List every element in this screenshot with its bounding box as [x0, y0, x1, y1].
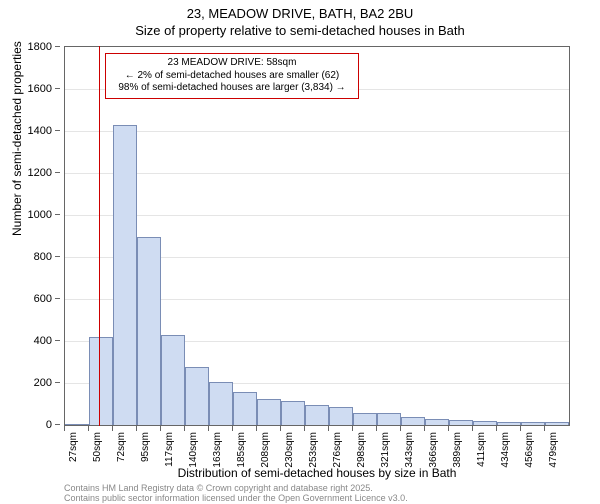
callout-line-3: 98% of semi-detached houses are larger (… [112, 82, 352, 95]
histogram-bar [449, 420, 473, 425]
callout-box: 23 MEADOW DRIVE: 58sqm ← 2% of semi-deta… [105, 53, 359, 99]
x-tick-mark [400, 426, 401, 431]
histogram-bar [185, 367, 209, 425]
x-tick-mark [136, 426, 137, 431]
x-tick-mark [376, 426, 377, 431]
histogram-bar [521, 422, 545, 425]
y-tick-mark [55, 172, 60, 173]
histogram-bar [233, 392, 257, 425]
histogram-bar [161, 335, 185, 425]
histogram-bar [281, 401, 305, 425]
footer-attribution: Contains HM Land Registry data © Crown c… [64, 484, 408, 504]
x-tick-mark [496, 426, 497, 431]
y-tick-label: 1000 [28, 209, 52, 221]
x-tick-mark [304, 426, 305, 431]
y-tick-label: 400 [34, 335, 52, 347]
x-tick-mark [424, 426, 425, 431]
histogram-bar [137, 237, 161, 425]
x-tick-mark [520, 426, 521, 431]
bars-layer [65, 47, 569, 425]
x-axis-ticks: 27sqm50sqm72sqm95sqm117sqm140sqm163sqm18… [64, 426, 570, 470]
histogram-bar [305, 405, 329, 425]
x-tick-mark [64, 426, 65, 431]
histogram-bar [209, 382, 233, 425]
x-tick-mark [472, 426, 473, 431]
chart-title-sub: Size of property relative to semi-detach… [0, 23, 600, 38]
y-tick-label: 1600 [28, 83, 52, 95]
callout-line-1: 23 MEADOW DRIVE: 58sqm [112, 57, 352, 70]
histogram-bar [89, 337, 113, 425]
histogram-bar [545, 422, 569, 425]
x-tick-mark [208, 426, 209, 431]
footer-line-2: Contains public sector information licen… [64, 494, 408, 504]
x-tick-mark [160, 426, 161, 431]
x-tick-mark [88, 426, 89, 431]
y-tick-label: 1400 [28, 125, 52, 137]
histogram-bar [257, 399, 281, 425]
y-tick-mark [55, 340, 60, 341]
y-tick-mark [55, 88, 60, 89]
x-tick-mark [448, 426, 449, 431]
histogram-bar [497, 422, 521, 425]
histogram-bar [113, 125, 137, 425]
y-tick-label: 1200 [28, 167, 52, 179]
chart-title-main: 23, MEADOW DRIVE, BATH, BA2 2BU [0, 6, 600, 21]
x-tick-mark [328, 426, 329, 431]
y-tick-mark [55, 382, 60, 383]
y-tick-mark [55, 298, 60, 299]
y-axis-ticks: 020040060080010001200140016001800 [0, 46, 60, 426]
histogram-bar [425, 419, 449, 425]
y-tick-label: 200 [34, 377, 52, 389]
y-tick-label: 800 [34, 251, 52, 263]
marker-line [99, 46, 100, 426]
histogram-bar [353, 413, 377, 425]
y-axis-label: Number of semi-detached properties [10, 41, 24, 236]
x-tick-mark [184, 426, 185, 431]
histogram-bar [65, 424, 89, 425]
x-axis-label: Distribution of semi-detached houses by … [64, 466, 570, 480]
x-tick-mark [280, 426, 281, 431]
histogram-bar [377, 413, 401, 425]
plot-area: 23 MEADOW DRIVE: 58sqm ← 2% of semi-deta… [64, 46, 570, 426]
callout-line-2: ← 2% of semi-detached houses are smaller… [112, 70, 352, 83]
y-tick-mark [55, 256, 60, 257]
histogram-bar [329, 407, 353, 425]
y-tick-label: 600 [34, 293, 52, 305]
x-tick-mark [112, 426, 113, 431]
x-tick-mark [256, 426, 257, 431]
y-tick-label: 1800 [28, 41, 52, 53]
x-tick-mark [232, 426, 233, 431]
chart-title-block: 23, MEADOW DRIVE, BATH, BA2 2BU Size of … [0, 0, 600, 38]
y-tick-mark [55, 214, 60, 215]
histogram-bar [473, 421, 497, 425]
y-tick-mark [55, 130, 60, 131]
y-tick-mark [55, 46, 60, 47]
y-tick-label: 0 [46, 419, 52, 431]
histogram-bar [401, 417, 425, 425]
x-tick-mark [352, 426, 353, 431]
x-tick-mark [544, 426, 545, 431]
y-tick-mark [55, 424, 60, 425]
